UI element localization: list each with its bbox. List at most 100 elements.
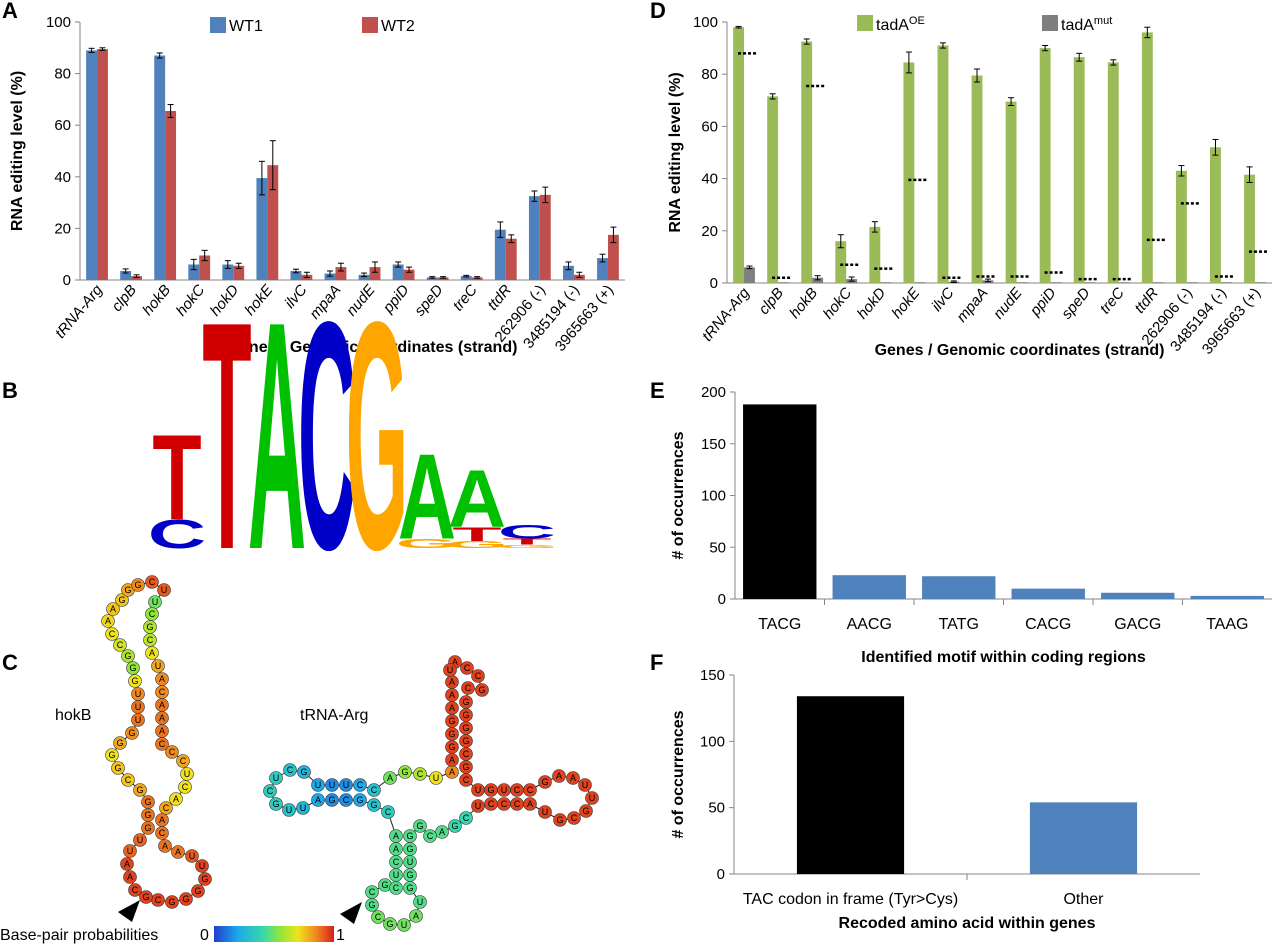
nucleotide-letter: C xyxy=(149,609,156,619)
x-axis-title: Recoded amino acid within genes xyxy=(839,915,1096,932)
nucleotide-letter: G xyxy=(451,821,458,831)
bar-wt2 xyxy=(335,267,347,280)
panel-label-a: A xyxy=(2,0,18,23)
y-tick-label: 100 xyxy=(701,488,726,505)
bar-other xyxy=(1029,802,1138,874)
probability-scale-bar xyxy=(214,926,334,942)
nucleotide xyxy=(371,910,385,924)
y-tick-label: 40 xyxy=(701,171,718,188)
y-tick-label: 50 xyxy=(708,800,725,817)
nucleotide xyxy=(128,674,142,688)
legend-swatch-wt1 xyxy=(210,17,226,33)
bar-tada-oe xyxy=(1107,62,1119,283)
nucleotide xyxy=(413,895,427,909)
nucleotide xyxy=(165,745,179,759)
nucleotide-letter: C xyxy=(417,769,424,779)
bar-wt1 xyxy=(256,178,268,280)
nucleotide-letter: U xyxy=(189,851,196,861)
bar-wt1 xyxy=(324,273,336,280)
legend-label-tada-mut: tadAmut xyxy=(1061,15,1112,34)
nucleotide-letter: A xyxy=(149,648,155,658)
y-tick-label: 150 xyxy=(700,667,725,684)
bar-tada-mut xyxy=(812,277,824,283)
nucleotide-letter: C xyxy=(267,786,274,796)
bar-taag xyxy=(1190,595,1264,599)
nucleotide xyxy=(413,767,427,781)
nucleotide-letter: G xyxy=(368,900,375,910)
bar-tada-mut xyxy=(1254,282,1266,283)
nucleotide xyxy=(429,771,443,785)
nucleotide-letter: C xyxy=(427,831,434,841)
nucleotide-letter: U xyxy=(433,773,440,783)
nucleotide-letter: C xyxy=(149,577,156,587)
nucleotide-letter: G xyxy=(401,767,408,777)
nucleotide xyxy=(578,778,592,792)
scale-min: 0 xyxy=(200,927,209,944)
bar-wt2 xyxy=(471,277,483,280)
nucleotide-letter: C xyxy=(375,912,382,922)
nucleotide-letter: A xyxy=(527,799,533,809)
nucleotide xyxy=(101,614,115,628)
nucleotide-letter: G xyxy=(462,736,469,746)
trna-arrowhead xyxy=(340,902,362,924)
bar-wt1 xyxy=(154,55,166,280)
bar-wt2 xyxy=(165,111,177,280)
y-tick-label: 60 xyxy=(701,118,718,135)
bar-cacg xyxy=(1011,588,1085,599)
nucleotide xyxy=(297,765,311,779)
nucleotide xyxy=(269,771,283,785)
x-tick-label: speD xyxy=(411,282,447,320)
nucleotide-letter: G xyxy=(272,799,279,809)
nucleotide-letter: C xyxy=(343,795,350,805)
legend-swatch-tada-oe xyxy=(857,15,873,31)
bar-tada-mut xyxy=(1152,282,1164,283)
bar-wt1 xyxy=(426,277,438,280)
nucleotide xyxy=(159,801,173,815)
nucleotide-letter: G xyxy=(144,810,151,820)
nucleotide-letter: C xyxy=(527,785,534,795)
nucleotide-letter: U xyxy=(184,769,191,779)
nucleotide-letter: C xyxy=(163,803,170,813)
nucleotide-letter: U xyxy=(407,857,414,867)
x-tick-label: hokB xyxy=(786,285,821,322)
nucleotide-letter: U xyxy=(501,785,508,795)
x-tick-label: TATG xyxy=(939,616,979,633)
nucleotide-letter: C xyxy=(159,687,166,697)
nucleotide xyxy=(566,771,580,785)
bar-wt1 xyxy=(392,264,404,280)
nucleotide-letter: U xyxy=(273,773,280,783)
bar-wt2 xyxy=(199,255,211,280)
y-axis-title: # of occurrences xyxy=(670,431,687,559)
nucleotide-letter: A xyxy=(127,872,133,882)
bar-tada-oe xyxy=(1073,57,1085,283)
nucleotide xyxy=(179,892,193,906)
nucleotide-letter: A xyxy=(449,690,455,700)
nucleotide-letter: G xyxy=(108,750,115,760)
bar-wt2 xyxy=(539,194,551,280)
nucleotide xyxy=(389,829,403,843)
nucleotide-letter: C xyxy=(393,883,400,893)
nucleotide xyxy=(471,669,485,683)
nucleotide xyxy=(178,780,192,794)
nucleotide-letter: C xyxy=(475,671,482,681)
nucleotide-letter: C xyxy=(147,635,154,645)
nucleotide-letter: U xyxy=(137,835,144,845)
y-tick-label: 0 xyxy=(63,272,71,289)
nucleotide-letter: G xyxy=(478,685,485,695)
nucleotide-letter: C xyxy=(159,828,166,838)
nucleotide xyxy=(131,687,145,701)
nucleotide-letter: G xyxy=(328,795,335,805)
nucleotide-letter: A xyxy=(449,677,455,687)
bar-tada-oe xyxy=(733,27,745,283)
x-tick-label: hokE xyxy=(888,284,924,322)
legend-swatch-tada-mut xyxy=(1042,15,1058,31)
nucleotide-letter: G xyxy=(448,742,455,752)
nucleotide xyxy=(339,778,353,792)
nucleotide-letter: U xyxy=(300,803,307,813)
nucleotide xyxy=(195,859,209,873)
nucleotide xyxy=(141,795,155,809)
y-tick-label: 60 xyxy=(54,117,71,134)
x-tick-label: ttdR xyxy=(484,282,515,314)
logo-letter-g: G xyxy=(396,537,459,551)
nucleotide-letter: G xyxy=(124,585,131,595)
